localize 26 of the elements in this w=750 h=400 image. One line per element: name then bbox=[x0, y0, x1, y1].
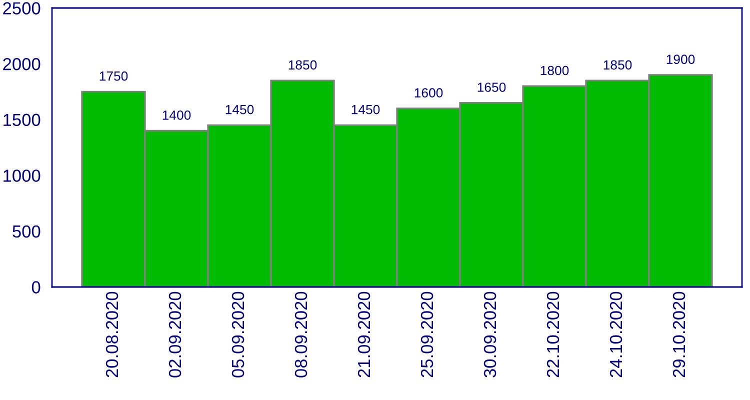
x-tick-label: 21.09.2020 bbox=[358, 292, 370, 378]
x-tick-label: 22.10.2020 bbox=[546, 292, 560, 378]
y-tick-label: 2000 bbox=[3, 58, 40, 70]
data-label: 1450 bbox=[352, 104, 380, 114]
data-label: 1450 bbox=[226, 104, 254, 114]
x-tick-label: 02.09.2020 bbox=[168, 292, 182, 378]
x-tick-label: 24.10.2020 bbox=[610, 292, 622, 378]
data-label: 1900 bbox=[666, 54, 695, 64]
y-tick-label: 1500 bbox=[4, 114, 40, 126]
x-tick-label: 30.09.2020 bbox=[484, 292, 496, 378]
data-label: 1850 bbox=[288, 60, 317, 70]
data-label: 1400 bbox=[162, 110, 191, 120]
data-label: 1800 bbox=[540, 66, 569, 76]
data-label: 1600 bbox=[414, 88, 443, 98]
data-label: 1850 bbox=[604, 60, 632, 70]
y-tick-label: 0 bbox=[32, 281, 40, 294]
x-tick-label: 29.10.2020 bbox=[672, 292, 686, 378]
x-tick-label: 20.08.2020 bbox=[106, 292, 118, 378]
data-label: 1650 bbox=[478, 82, 506, 92]
data-label: 1750 bbox=[100, 71, 128, 81]
x-tick-label: 05.09.2020 bbox=[232, 292, 244, 378]
x-tick-label: 25.09.2020 bbox=[420, 292, 434, 378]
x-tick-label: 08.09.2020 bbox=[294, 292, 308, 378]
y-tick-label: 2500 bbox=[3, 2, 40, 14]
y-tick-label: 500 bbox=[12, 225, 40, 238]
y-tick-label: 1000 bbox=[4, 170, 40, 182]
